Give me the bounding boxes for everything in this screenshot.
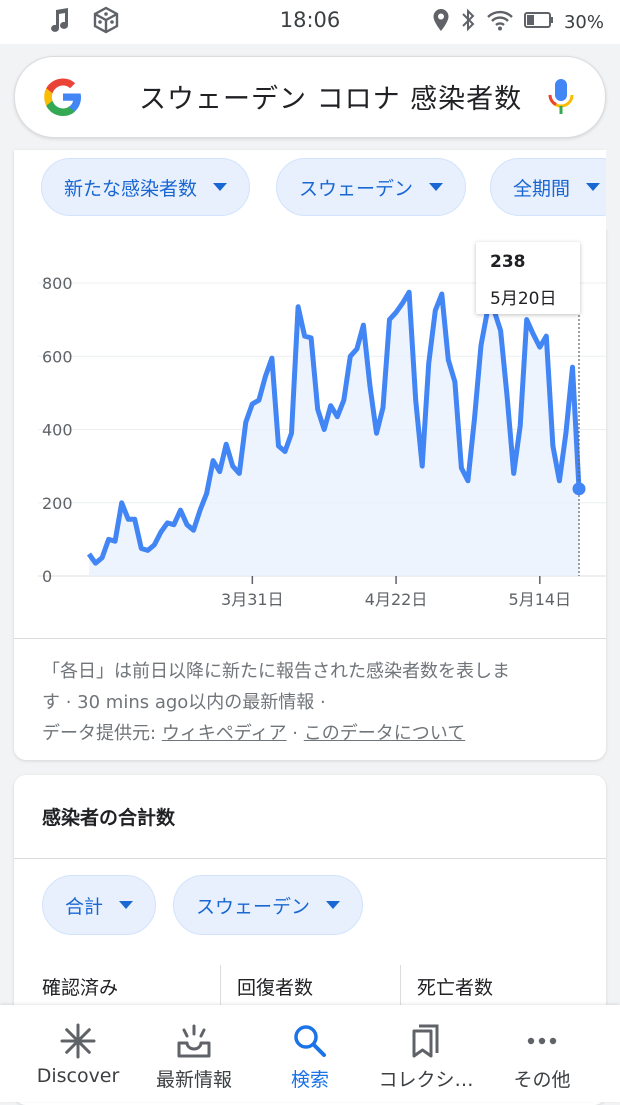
- recovered-label: 回復者数: [237, 977, 314, 999]
- deaths-label: 死亡者数: [417, 977, 494, 999]
- y-tick-label: 800: [42, 274, 73, 293]
- metric-filter-label: 新たな感染者数: [64, 177, 198, 200]
- y-tick-label: 600: [42, 347, 73, 366]
- google-logo-icon[interactable]: [41, 75, 85, 123]
- column-separator: [220, 965, 221, 1015]
- music-note-icon: [48, 6, 72, 38]
- chart-divider: [14, 638, 606, 639]
- total-filter-label: 合計: [65, 895, 104, 918]
- wifi-icon: [486, 9, 514, 36]
- note-separator: ·: [292, 723, 299, 744]
- dropdown-caret-icon: [213, 183, 228, 191]
- totals-region-chip[interactable]: スウェーデン: [173, 875, 364, 935]
- location-icon: [432, 8, 450, 37]
- chart-svg[interactable]: 0 200 400 600 800 3月31日 4月22日 5月14日: [0, 240, 620, 620]
- totals-divider: [14, 858, 606, 859]
- bluetooth-icon: [460, 8, 476, 37]
- y-tick-label: 0: [42, 567, 52, 586]
- microphone-icon[interactable]: [547, 77, 575, 121]
- total-filter-chip[interactable]: 合計: [42, 875, 157, 935]
- confirmed-label: 確認済み: [42, 977, 119, 999]
- status-right-icons: 30%: [432, 8, 604, 37]
- search-bar[interactable]: スウェーデン コロナ 感染者数: [14, 56, 606, 138]
- dropdown-caret-icon: [586, 183, 601, 191]
- nav-search[interactable]: 検索: [248, 1005, 372, 1102]
- status-left-icons: [48, 6, 120, 38]
- note-line-2: す · 30 mins ago以内の最新情報 ·: [42, 692, 326, 713]
- nav-more[interactable]: その他: [480, 1005, 604, 1102]
- nav-more-label: その他: [513, 1069, 571, 1091]
- totals-region-label: スウェーデン: [196, 895, 311, 918]
- y-tick-label: 200: [42, 494, 73, 513]
- bottom-navigation: Discover 最新情報 検索 コレクシ… その他: [0, 1005, 620, 1102]
- note-line-1: 「各日」は前日以降に新たに報告された感染者数を表しま: [42, 661, 510, 682]
- new-cases-chart[interactable]: 0 200 400 600 800 3月31日 4月22日 5月14日: [0, 240, 620, 624]
- more-dots-icon: [480, 1023, 604, 1059]
- nav-search-label: 検索: [290, 1069, 329, 1091]
- nav-updates-label: 最新情報: [155, 1069, 232, 1091]
- card-edge-mask: [606, 150, 620, 230]
- region-filter-chip[interactable]: スウェーデン: [276, 158, 467, 216]
- battery-icon: [523, 11, 554, 34]
- note-line-3: データ提供元: ウィキペディア · このデータについて: [42, 718, 592, 749]
- chart-tooltip: 238 5月20日: [476, 242, 580, 314]
- dropdown-caret-icon: [429, 183, 444, 191]
- hover-point[interactable]: [572, 482, 586, 496]
- nav-discover[interactable]: Discover: [16, 1005, 140, 1102]
- nav-updates[interactable]: 最新情報: [132, 1005, 256, 1102]
- tooltip-date: 5月20日: [490, 289, 557, 309]
- clock: 18:06: [279, 8, 341, 32]
- nav-collections-label: コレクシ…: [378, 1069, 474, 1091]
- status-bar: 18:06 30%: [0, 0, 620, 44]
- dropdown-caret-icon: [326, 901, 341, 909]
- dice-icon: [92, 6, 120, 38]
- source-label: データ提供元:: [42, 723, 157, 744]
- battery-percent: 30%: [563, 12, 604, 33]
- series-line: [86, 289, 582, 566]
- total-cases-title: 感染者の合計数: [42, 807, 176, 829]
- collections-icon: [364, 1023, 488, 1059]
- y-tick-label: 400: [42, 421, 73, 440]
- x-tick-label: 4月22日: [365, 590, 428, 609]
- x-tick-label: 3月31日: [221, 590, 284, 609]
- tooltip-value: 238: [490, 252, 526, 272]
- dropdown-caret-icon: [119, 901, 134, 909]
- wikipedia-link[interactable]: ウィキペディア: [161, 723, 287, 744]
- series-area: [89, 292, 579, 576]
- x-tick-label: 5月14日: [509, 590, 572, 609]
- nav-discover-label: Discover: [36, 1065, 120, 1087]
- nav-collections[interactable]: コレクシ…: [364, 1005, 488, 1102]
- asterisk-icon: [16, 1023, 140, 1059]
- search-icon: [248, 1023, 372, 1059]
- period-filter-label: 全期間: [513, 177, 571, 200]
- search-query[interactable]: スウェーデン コロナ 感染者数: [139, 84, 523, 115]
- region-filter-label: スウェーデン: [299, 177, 414, 200]
- about-data-link[interactable]: このデータについて: [303, 723, 466, 744]
- period-filter-chip[interactable]: 全期間: [490, 158, 620, 216]
- inbox-updates-icon: [132, 1023, 256, 1059]
- column-separator: [400, 965, 401, 1015]
- data-note: 「各日」は前日以降に新たに報告された感染者数を表しま す · 30 mins a…: [42, 656, 592, 749]
- metric-filter-chip[interactable]: 新たな感染者数: [41, 158, 251, 216]
